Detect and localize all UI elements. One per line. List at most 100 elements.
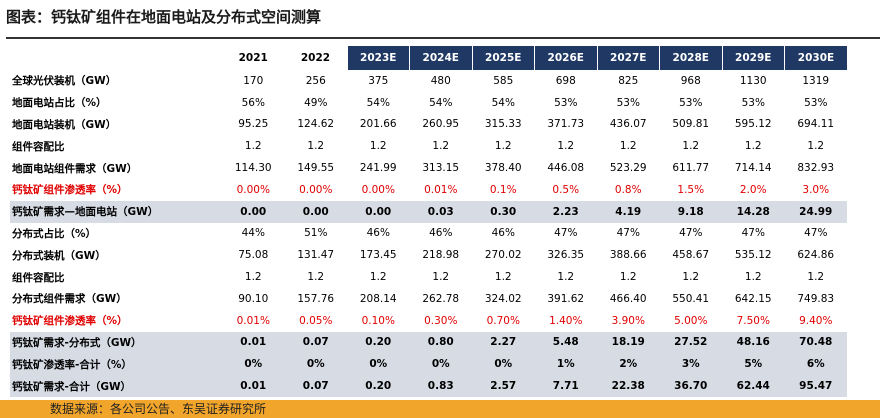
cell: 642.15 [734, 292, 772, 305]
cell: 5.00% [674, 314, 708, 327]
row-label: 地面电站组件需求（GW） [12, 162, 138, 175]
cell: 48.16 [722, 331, 785, 354]
cell: 1.2 [557, 140, 575, 153]
column-header: 2025E [471, 46, 535, 70]
cell: 47% [554, 227, 578, 240]
row-label: 钙钛矿需求-分布式（GW） [10, 331, 222, 354]
table-row: 钙钛矿需求-分布式（GW） 0.01 0.07 0.20 0.80 2.27 5.48 18.… [10, 331, 847, 354]
row-label: 分布式装机（GW） [12, 249, 106, 262]
cell: 378.40 [484, 162, 522, 175]
column-header: 2023E [346, 46, 410, 70]
cell: 324.02 [484, 292, 522, 305]
cell: 114.30 [234, 162, 272, 175]
cell: 0.10% [361, 314, 395, 327]
cell: 458.67 [672, 249, 710, 262]
cell: 1.2 [619, 140, 637, 153]
table-body: 全球光伏装机（GW） 170 256 375 480 585 698 825 968 1130 13… [10, 70, 847, 397]
cell: 611.77 [672, 162, 710, 175]
cell: 6% [784, 353, 847, 376]
cell: 0.01 [222, 331, 285, 354]
cell: 1.2 [369, 140, 387, 153]
cell: 218.98 [422, 249, 460, 262]
cell: 53% [679, 96, 703, 109]
cell: 46% [491, 227, 515, 240]
cell: 9.40% [799, 314, 833, 327]
cell: 1130 [739, 74, 767, 87]
cell: 0.07 [284, 375, 347, 397]
cell: 0.30 [472, 200, 535, 223]
cell: 1319 [802, 74, 830, 87]
cell: 5.48 [534, 331, 597, 354]
cell: 3% [659, 353, 722, 376]
cell: 53% [804, 96, 828, 109]
cell: 256 [305, 74, 326, 87]
cell: 0.83 [409, 375, 472, 397]
table-row: 分布式组件需求（GW） 90.10 157.76 208.14 262.78 324.02… [10, 288, 847, 310]
cell: 62.44 [722, 375, 785, 397]
cell: 1.2 [494, 140, 512, 153]
table-row: 组件容配比 1.2 1.2 1.2 1.2 1.2 1.2 1.2 1.2 1.2 1.2 [10, 266, 847, 288]
row-label: 分布式占比（%） [12, 227, 97, 240]
cell: 749.83 [797, 292, 835, 305]
cell: 14.28 [722, 200, 785, 223]
cell: 0% [284, 353, 347, 376]
cell: 550.41 [672, 292, 710, 305]
cell: 1.40% [549, 314, 583, 327]
cell: 0.20 [347, 375, 410, 397]
table-row: 分布式占比（%） 44% 51% 46% 46% 46% 47% 47% 47% 47% 47% [10, 223, 847, 245]
cell: 0.00% [299, 183, 333, 196]
cell: 0.05% [299, 314, 333, 327]
cell: 2% [597, 353, 660, 376]
row-label: 钙钛矿组件渗透率（%） [12, 184, 128, 197]
column-header: 2030E [784, 46, 847, 70]
cell: 388.66 [609, 249, 647, 262]
cell: 694.11 [797, 118, 835, 131]
column-header: 2029E [721, 46, 785, 70]
cell: 1.2 [807, 140, 825, 153]
cell: 1.2 [244, 140, 262, 153]
row-label: 地面电站装机（GW） [12, 118, 117, 131]
table-row: 钙钛矿需求—地面电站（GW） 0.00 0.00 0.00 0.03 0.30 2.23 4.… [10, 200, 847, 223]
row-label: 钙钛矿需求—地面电站（GW） [10, 200, 222, 223]
row-label: 分布式组件需求（GW） [12, 293, 127, 306]
cell: 22.38 [597, 375, 660, 397]
column-header: 2024E [409, 46, 472, 70]
cell: 2.0% [739, 183, 767, 196]
cell: 49% [304, 96, 328, 109]
row-label: 钙钛矿渗透率-合计（%） [10, 353, 222, 376]
row-label: 地面电站占比（%） [12, 97, 107, 110]
cell: 0.00 [347, 200, 410, 223]
cell: 1.2 [744, 140, 762, 153]
cell: 0% [347, 353, 410, 376]
cell: 825 [618, 74, 639, 87]
row-label: 组件容配比 [12, 271, 65, 284]
cell: 0.30% [424, 314, 458, 327]
cell: 95.25 [238, 118, 269, 131]
cell: 1.2 [557, 271, 575, 284]
table-row: 组件容配比 1.2 1.2 1.2 1.2 1.2 1.2 1.2 1.2 1.2 1.2 [10, 135, 847, 157]
cell: 0% [409, 353, 472, 376]
column-header: 2026E [534, 46, 597, 70]
cell: 124.62 [297, 118, 335, 131]
cell: 149.55 [297, 162, 335, 175]
table-row: 地面电站组件需求（GW） 114.30 149.55 241.99 313.15 378.… [10, 157, 847, 179]
cell: 1.2 [244, 271, 262, 284]
cell: 47% [679, 227, 703, 240]
cell: 1.2 [682, 140, 700, 153]
cell: 1.2 [307, 140, 325, 153]
cell: 446.08 [547, 162, 585, 175]
row-label: 全球光伏装机（GW） [12, 75, 117, 88]
column-header: 2028E [659, 46, 722, 70]
table-row: 分布式装机（GW） 75.08 131.47 173.45 218.98 270.02 32… [10, 244, 847, 266]
table-row: 地面电站占比（%） 56% 49% 54% 54% 54% 53% 53% 53% 53% 53% [10, 92, 847, 114]
cell: 54% [429, 96, 453, 109]
table-row: 钙钛矿需求-合计（GW） 0.01 0.07 0.20 0.83 2.57 7.71 22.3… [10, 375, 847, 397]
cell: 0% [472, 353, 535, 376]
cell: 47% [616, 227, 640, 240]
cell: 46% [366, 227, 390, 240]
cell: 0.80 [409, 331, 472, 354]
cell: 698 [555, 74, 576, 87]
table-row: 地面电站装机（GW） 95.25 124.62 201.66 260.95 315.33 3… [10, 114, 847, 136]
cell: 90.10 [238, 292, 269, 305]
